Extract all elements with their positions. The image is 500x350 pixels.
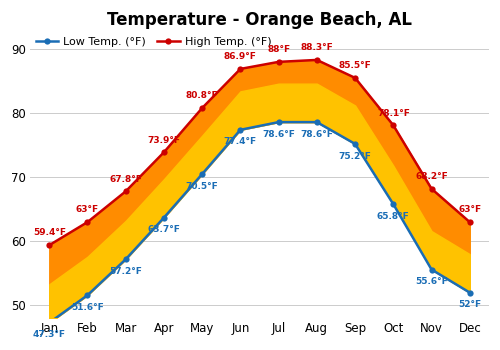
Text: 85.5°F: 85.5°F <box>338 61 372 70</box>
High Temp. (°F) <box>122 189 128 194</box>
Low Temp. (°F) <box>46 321 52 325</box>
Text: 75.2°F: 75.2°F <box>338 152 372 161</box>
Text: 78.6°F: 78.6°F <box>262 130 295 139</box>
Legend: Low Temp. (°F), High Temp. (°F): Low Temp. (°F), High Temp. (°F) <box>36 36 272 47</box>
Text: 86.9°F: 86.9°F <box>224 52 257 61</box>
Low Temp. (°F) <box>161 216 167 220</box>
High Temp. (°F) <box>276 60 281 64</box>
Text: 77.4°F: 77.4°F <box>224 138 257 147</box>
High Temp. (°F) <box>238 67 244 71</box>
High Temp. (°F) <box>314 58 320 62</box>
Text: 51.6°F: 51.6°F <box>71 303 104 312</box>
Text: 63°F: 63°F <box>458 205 481 215</box>
Low Temp. (°F) <box>314 120 320 124</box>
High Temp. (°F) <box>199 106 205 110</box>
Text: 67.8°F: 67.8°F <box>110 175 142 184</box>
Text: 78.1°F: 78.1°F <box>377 108 410 118</box>
High Temp. (°F) <box>467 220 473 224</box>
Text: 88°F: 88°F <box>267 45 290 54</box>
Low Temp. (°F) <box>276 120 281 124</box>
Low Temp. (°F) <box>467 290 473 295</box>
Low Temp. (°F) <box>199 172 205 176</box>
Text: 68.2°F: 68.2°F <box>415 172 448 181</box>
Text: 65.8°F: 65.8°F <box>377 212 410 221</box>
High Temp. (°F) <box>428 187 434 191</box>
Low Temp. (°F) <box>238 128 244 132</box>
High Temp. (°F) <box>46 243 52 247</box>
High Temp. (°F) <box>390 123 396 127</box>
Line: High Temp. (°F): High Temp. (°F) <box>46 57 473 248</box>
Low Temp. (°F) <box>84 293 90 297</box>
Title: Temperature - Orange Beach, AL: Temperature - Orange Beach, AL <box>107 11 412 29</box>
Text: 59.4°F: 59.4°F <box>33 229 66 238</box>
Text: 57.2°F: 57.2°F <box>110 267 142 276</box>
Low Temp. (°F) <box>428 267 434 272</box>
Text: 73.9°F: 73.9°F <box>148 135 180 145</box>
Text: 55.6°F: 55.6°F <box>415 277 448 286</box>
Text: 78.6°F: 78.6°F <box>300 130 334 139</box>
Low Temp. (°F) <box>390 202 396 206</box>
Text: 63.7°F: 63.7°F <box>148 225 180 234</box>
Line: Low Temp. (°F): Low Temp. (°F) <box>46 119 473 326</box>
High Temp. (°F) <box>84 220 90 224</box>
Text: 52°F: 52°F <box>458 300 481 309</box>
High Temp. (°F) <box>352 76 358 80</box>
Low Temp. (°F) <box>122 257 128 261</box>
High Temp. (°F) <box>161 150 167 154</box>
Low Temp. (°F) <box>352 142 358 146</box>
Text: 47.3°F: 47.3°F <box>33 330 66 340</box>
Text: 88.3°F: 88.3°F <box>300 43 333 52</box>
Text: 63°F: 63°F <box>76 205 99 215</box>
Text: 70.5°F: 70.5°F <box>186 182 218 191</box>
Text: 80.8°F: 80.8°F <box>186 91 218 100</box>
